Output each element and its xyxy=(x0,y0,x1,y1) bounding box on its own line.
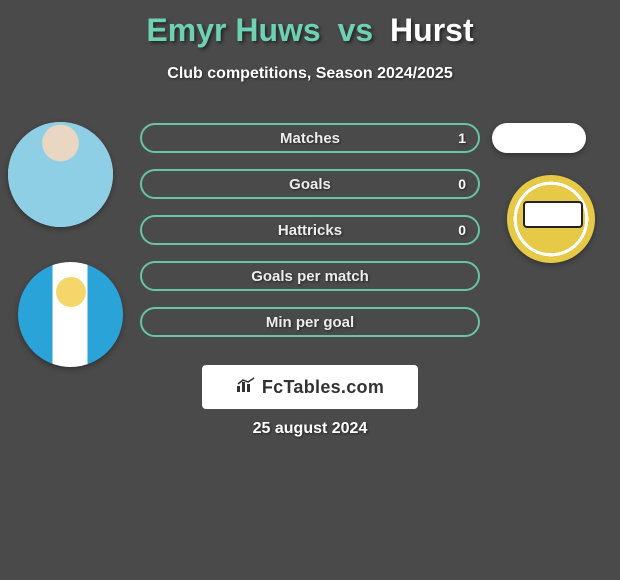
stats-list: Matches 1 Goals 0 Hattricks 0 Goals per … xyxy=(140,123,480,353)
stat-label: Min per goal xyxy=(266,314,354,331)
snapshot-date: 25 august 2024 xyxy=(0,420,620,438)
competition-caption: Club competitions, Season 2024/2025 xyxy=(0,65,620,83)
stat-label: Goals per match xyxy=(251,268,369,285)
stat-row-matches: Matches 1 xyxy=(140,123,480,153)
stat-value: 1 xyxy=(458,130,466,146)
stat-label: Matches xyxy=(280,130,340,147)
stat-label: Hattricks xyxy=(278,222,342,239)
player-b-name: Hurst xyxy=(390,12,474,48)
vs-separator: vs xyxy=(338,12,374,48)
brand-text: FcTables.com xyxy=(262,377,384,398)
stat-row-hattricks: Hattricks 0 xyxy=(140,215,480,245)
comparison-title: Emyr Huws vs Hurst xyxy=(0,0,620,49)
stat-value: 0 xyxy=(458,176,466,192)
stat-label: Goals xyxy=(289,176,331,193)
stat-value: 0 xyxy=(458,222,466,238)
brand-box: FcTables.com xyxy=(202,365,418,409)
stat-row-min-per-goal: Min per goal xyxy=(140,307,480,337)
stat-row-goals-per-match: Goals per match xyxy=(140,261,480,291)
player-a-name: Emyr Huws xyxy=(146,12,320,48)
player-a-club-crest xyxy=(18,262,123,367)
player-b-pill xyxy=(492,123,586,153)
brand-chart-icon xyxy=(236,377,256,398)
player-b-club-crest xyxy=(507,175,595,263)
stat-row-goals: Goals 0 xyxy=(140,169,480,199)
player-a-avatar xyxy=(8,122,113,227)
